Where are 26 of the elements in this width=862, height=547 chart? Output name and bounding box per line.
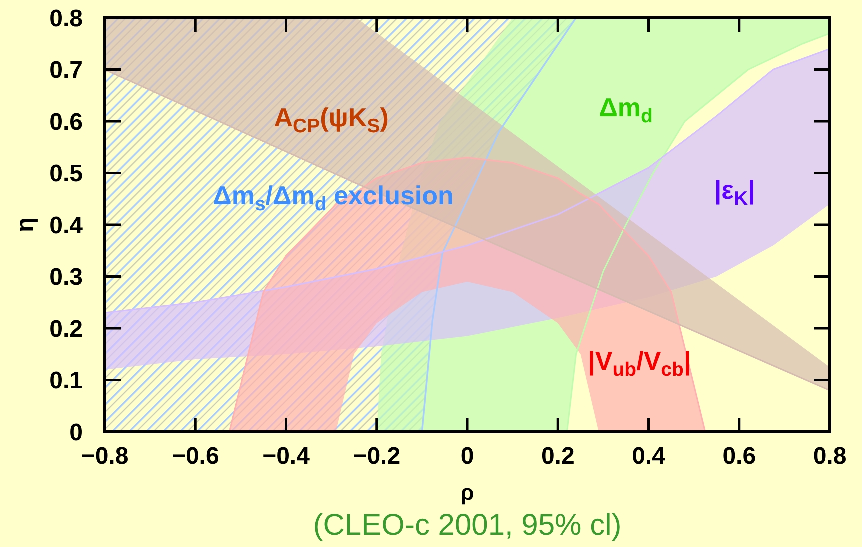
x-axis-title: ρ bbox=[460, 480, 474, 505]
x-tick-label: −0.4 bbox=[262, 443, 311, 470]
y-tick-label: 0 bbox=[70, 419, 83, 446]
x-tick-label: 0 bbox=[460, 443, 474, 470]
x-tick-label: 0.8 bbox=[813, 443, 847, 470]
x-tick-label: 0.6 bbox=[722, 443, 756, 470]
series-label: |ε$_{K}$| bbox=[714, 175, 756, 210]
y-tick-label: 0.2 bbox=[50, 316, 83, 343]
x-tick-label: 0.2 bbox=[541, 443, 575, 470]
text: (CLEO-c 2001, 95% cl) bbox=[313, 509, 622, 542]
series-label: |V$_{ub}$/V$_{cb}$| bbox=[588, 346, 692, 381]
x-tick-label: −0.8 bbox=[81, 443, 129, 470]
y-tick-label: 0.1 bbox=[50, 368, 83, 395]
y-tick-label: 0.6 bbox=[50, 108, 83, 136]
y-tick-label: 0.7 bbox=[50, 57, 83, 84]
series-label: Δm$_{d}$ bbox=[599, 92, 653, 128]
x-tick-label: 0.4 bbox=[632, 443, 666, 470]
y-tick-label: 0.8 bbox=[50, 5, 83, 32]
y-tick-label: 0.5 bbox=[50, 160, 83, 188]
y-axis-title: η bbox=[12, 218, 39, 232]
x-tick-label: −0.2 bbox=[353, 443, 401, 470]
series-label: Δm$_{s}$/Δm$_{d}$ exclusion bbox=[213, 180, 454, 216]
y-tick-label: 0.4 bbox=[50, 212, 84, 240]
x-tick-label: −0.6 bbox=[172, 443, 220, 470]
series-label: A$_{CP}$(ψK$_{S}$) bbox=[274, 102, 389, 138]
y-tick-label: 0.3 bbox=[50, 264, 83, 292]
